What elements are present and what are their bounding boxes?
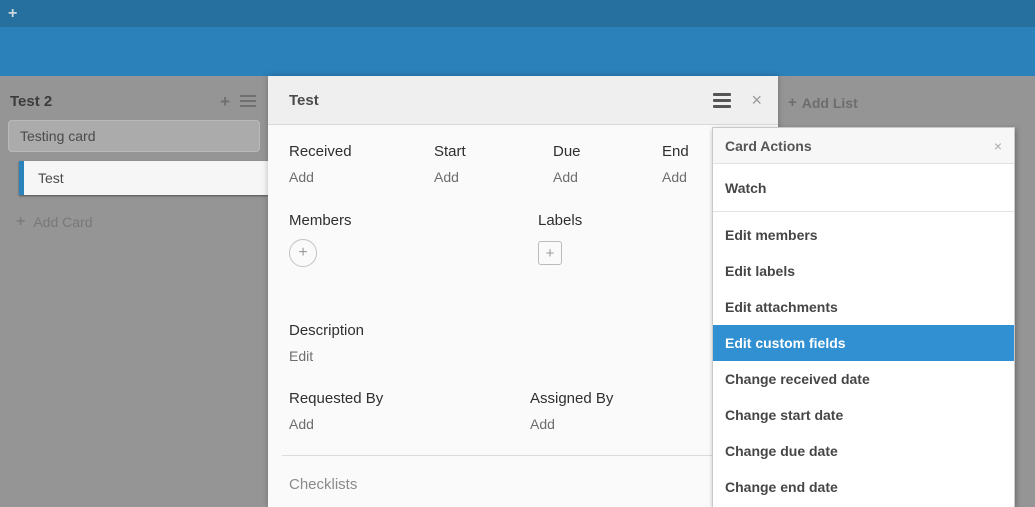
top-bar: +	[0, 0, 1035, 27]
list-add-card-icon[interactable]: +	[220, 91, 230, 111]
add-checklist-label: Add Checklist...	[303, 505, 400, 507]
divider	[282, 455, 763, 456]
menu-item-label: Edit labels	[725, 263, 796, 279]
members-labels-row: Members + Labels +	[289, 212, 778, 267]
card-label: Test	[38, 170, 64, 186]
add-label-button[interactable]: +	[538, 241, 562, 265]
members-label: Members	[289, 212, 352, 229]
description-label: Description	[289, 322, 365, 339]
field-end: End Add	[662, 143, 689, 185]
board-header-bar	[0, 27, 1035, 76]
checklists-label: Checklists	[289, 476, 358, 493]
card-actions-header: Card Actions ×	[713, 128, 1014, 164]
menu-item-label: Change start date	[725, 407, 844, 423]
add-requested-by-link[interactable]: Add	[289, 416, 314, 432]
list-menu-icon[interactable]	[240, 92, 256, 110]
assigned-by-section: Assigned By Add	[530, 390, 613, 432]
add-end-date-link[interactable]: Add	[662, 169, 687, 185]
menu-item-edit-members[interactable]: Edit members	[713, 217, 1014, 253]
menu-item-edit-labels[interactable]: Edit labels	[713, 253, 1014, 289]
labels-label: Labels	[538, 212, 583, 229]
card-actions-menu: Card Actions × Watch Edit members Edit l…	[712, 127, 1015, 507]
field-label: End	[662, 143, 689, 160]
plus-icon: +	[788, 94, 797, 111]
add-assigned-by-link[interactable]: Add	[530, 416, 555, 432]
card-modal-title: Test	[289, 91, 319, 109]
add-list-button[interactable]: + Add List	[788, 94, 858, 111]
assigned-by-label: Assigned By	[530, 390, 614, 407]
plus-icon: +	[545, 244, 555, 262]
list-test-2: Test 2 + Testing card Test + Add Card	[0, 76, 268, 507]
card-actions-title: Card Actions	[725, 137, 812, 154]
add-checklist-button[interactable]: + Add Checklist...	[289, 504, 778, 507]
close-icon[interactable]: ×	[993, 137, 1002, 154]
menu-item-label: Edit members	[725, 227, 818, 243]
menu-item-watch[interactable]: Watch	[713, 164, 1014, 212]
card-modal-header: Test ×	[268, 76, 778, 125]
menu-item-label: Change end date	[725, 479, 838, 495]
add-board-icon[interactable]: +	[8, 4, 18, 22]
add-start-date-link[interactable]: Add	[434, 169, 459, 185]
add-list-label: Add List	[801, 94, 858, 111]
date-fields-row: Received Add Start Add Due Add End Add	[289, 143, 778, 185]
members-section: Members +	[289, 212, 538, 267]
card-testing-card[interactable]: Testing card	[8, 120, 260, 152]
requested-by-label: Requested By	[289, 390, 384, 407]
plus-icon: +	[16, 213, 26, 230]
card-actions-items: Edit members Edit labels Edit attachment…	[713, 212, 1014, 505]
labels-section: Labels +	[538, 212, 582, 267]
board-canvas: Test 2 + Testing card Test + Add Card + …	[0, 76, 1035, 507]
menu-item-label: Watch	[725, 179, 767, 196]
menu-item-change-received-date[interactable]: Change received date	[713, 361, 1014, 397]
add-member-button[interactable]: +	[289, 239, 317, 267]
add-card-button[interactable]: + Add Card	[16, 213, 268, 231]
card-label: Testing card	[20, 128, 96, 144]
card-test[interactable]: Test	[19, 161, 268, 195]
menu-item-label: Change received date	[725, 371, 870, 387]
field-label: Due	[553, 143, 581, 160]
plus-icon: +	[289, 504, 298, 507]
menu-item-change-due-date[interactable]: Change due date	[713, 433, 1014, 469]
field-label: Start	[434, 143, 466, 160]
edit-description-link[interactable]: Edit	[289, 348, 314, 364]
close-icon[interactable]: ×	[751, 90, 762, 110]
checklists-section: Checklists + Add Checklist...	[289, 476, 778, 507]
card-actions-menu-icon[interactable]	[713, 90, 732, 111]
menu-item-edit-custom-fields[interactable]: Edit custom fields	[713, 325, 1014, 361]
field-received: Received Add	[289, 143, 434, 185]
menu-item-edit-attachments[interactable]: Edit attachments	[713, 289, 1014, 325]
plus-icon: +	[298, 244, 308, 261]
card-detail-modal: Test × Received Add Start Add Due Add	[268, 76, 778, 507]
menu-item-change-end-date[interactable]: Change end date	[713, 469, 1014, 505]
add-due-date-link[interactable]: Add	[553, 169, 578, 185]
field-label: Received	[289, 143, 352, 160]
card-modal-body: Received Add Start Add Due Add End Add	[268, 125, 778, 507]
add-received-date-link[interactable]: Add	[289, 169, 314, 185]
list-header: Test 2 +	[0, 76, 268, 120]
menu-item-label: Edit attachments	[725, 299, 838, 315]
description-section: Description Edit	[289, 322, 778, 364]
list-title: Test 2	[10, 92, 53, 110]
requested-assigned-row: Requested By Add Assigned By Add	[289, 390, 778, 432]
add-card-label: Add Card	[33, 214, 93, 230]
field-start: Start Add	[434, 143, 553, 185]
menu-item-label: Change due date	[725, 443, 838, 459]
requested-by-section: Requested By Add	[289, 390, 530, 432]
field-due: Due Add	[553, 143, 662, 185]
menu-item-label: Edit custom fields	[725, 335, 846, 351]
menu-item-change-start-date[interactable]: Change start date	[713, 397, 1014, 433]
